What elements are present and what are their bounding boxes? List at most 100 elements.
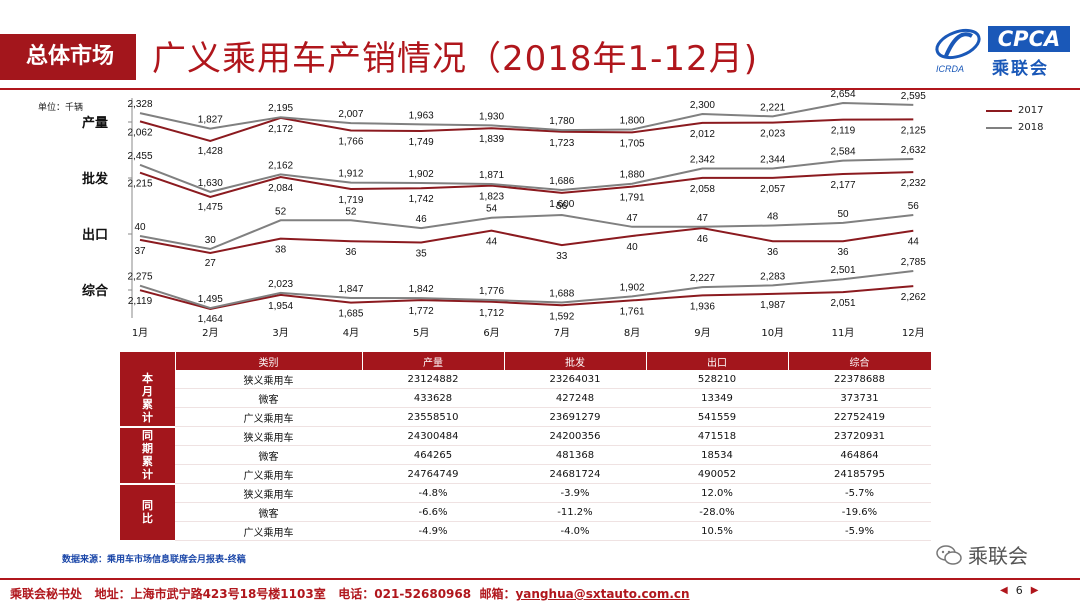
data-label: 30 [205,235,217,246]
data-label: 2,012 [690,129,715,140]
section-tag: 总体市场 [0,34,142,80]
table-cell: 18534 [646,445,788,465]
data-label: 2,654 [830,90,855,100]
x-tick-label: 2月 [202,327,218,339]
table-cell: 481368 [504,445,646,465]
cpca-logo: ICRDA CPCA 乘联会 [932,22,1072,79]
data-label: 36 [345,247,357,258]
table-row: 同期累计狭义乘用车 24300484 24200356 471518 23720931 [120,426,931,485]
header-divider [0,88,1080,90]
data-label: 1,712 [479,308,504,319]
data-label: 47 [627,213,639,224]
data-label: 35 [416,249,428,260]
table-cell: 464265 [362,445,504,465]
table-cell: 24300484 [362,426,504,446]
data-label: 46 [697,234,709,245]
panel-label-1: 批发 [82,171,109,187]
x-tick-label: 3月 [272,327,288,339]
table-cell: 23720931 [788,426,931,446]
row-group-label: 同比 [120,483,175,542]
row-group-label: 本月累计 [120,370,175,428]
wechat-watermark: 乘联会 [936,540,1028,569]
table-cell: 373731 [788,388,931,408]
series-line-2-2018 [139,213,914,251]
data-label: 1,827 [198,115,223,126]
table-cell: 广义乘用车 [175,464,362,484]
next-page-icon[interactable]: ▶ [1030,585,1039,596]
logo-mark-text: ICRDA [936,64,964,74]
data-label: 50 [837,209,849,220]
data-label: 2,125 [901,125,926,136]
data-label: 52 [345,206,357,217]
table-cell: -5.9% [788,521,931,541]
table-row: 同比狭义乘用车 -4.8% -3.9% 12.0% -5.7% [120,483,931,542]
x-tick-label: 7月 [554,327,570,339]
data-label: 46 [416,214,428,225]
table-cell: -4.9% [362,521,504,541]
table-cell: 541559 [646,407,788,427]
data-label: 1,839 [479,134,504,145]
data-label: 48 [767,211,779,222]
legend-label-2017: 2017 [1018,105,1044,116]
header-cell: 批发 [504,352,647,370]
data-label: 1,766 [338,137,363,148]
footer-contact: 乘联会秘书处 地址：上海市武宁路423号18号楼1103室 电话：021-526… [10,585,690,602]
data-label: 54 [486,204,498,215]
data-label: 1,930 [479,111,504,122]
footer-email-label: 邮箱： [479,587,516,601]
data-label: 1,705 [620,138,645,149]
x-tick-label: 11月 [832,327,855,339]
logo-cpca-text: CPCA [988,26,1070,52]
legend-swatch-2018 [986,126,1012,129]
data-label: 1,685 [338,309,363,320]
table-cell: 13349 [646,388,788,408]
series-line-3-2018 [139,270,914,310]
page-title: 广义乘用车产销情况（2018年1-12月) [152,39,758,79]
data-label: 2,051 [830,298,855,309]
header-cell: 类别 [175,352,363,370]
table-cell: -3.9% [504,483,646,503]
data-label: 2,584 [830,147,855,158]
table-cell: 490052 [646,464,788,484]
data-label: 2,023 [268,279,293,290]
table-cell: 427248 [504,388,646,408]
legend-item-2017: 2017 [986,102,1043,119]
table-row: 广义乘用车 24764749 24681724 490052 24185795 [120,464,931,484]
table-cell: 471518 [646,426,788,446]
data-label: 2,195 [268,103,293,114]
table-cell: 狭义乘用车 [175,483,362,503]
header-cell: 产量 [362,352,505,370]
table-cell: 微客 [175,445,362,465]
pager: ◀ 6 ▶ [1000,584,1038,597]
data-label: 27 [205,258,217,269]
footer-email[interactable]: yanghua@sxtauto.com.cn [515,587,690,601]
data-label: 2,455 [127,151,152,162]
table-cell: -19.6% [788,502,931,522]
data-label: 1,776 [479,286,504,297]
data-label: 2,283 [760,271,785,282]
data-label: 40 [134,222,146,233]
table-cell: 12.0% [646,483,788,503]
data-label: 52 [275,206,287,217]
data-label: 2,215 [127,179,152,190]
table-cell: 433628 [362,388,504,408]
data-label: 1,630 [198,178,223,189]
table-cell: 广义乘用车 [175,407,362,427]
table-cell: 528210 [646,370,788,389]
data-label: 36 [837,247,849,258]
data-label: 2,632 [901,145,926,156]
data-label: 1,871 [479,170,504,181]
data-label: 1,688 [549,289,574,300]
legend-item-2018: 2018 [986,119,1043,136]
table-cell: -5.7% [788,483,931,503]
footer-address: 地址：上海市武宁路423号18号楼1103室 [94,587,326,601]
table-cell: 微客 [175,388,362,408]
data-label: 2,119 [831,126,856,137]
data-label: 2,172 [268,124,293,135]
data-label: 1,464 [198,314,223,325]
data-label: 2,232 [901,178,926,189]
data-source-note: 数据来源：乘用车市场信息联席会月报表-终稿 [62,555,246,565]
table-header-row: 类别 产量 批发 出口 综合 [120,352,932,370]
prev-page-icon[interactable]: ◀ [1000,585,1008,596]
data-label: 2,057 [760,184,785,195]
